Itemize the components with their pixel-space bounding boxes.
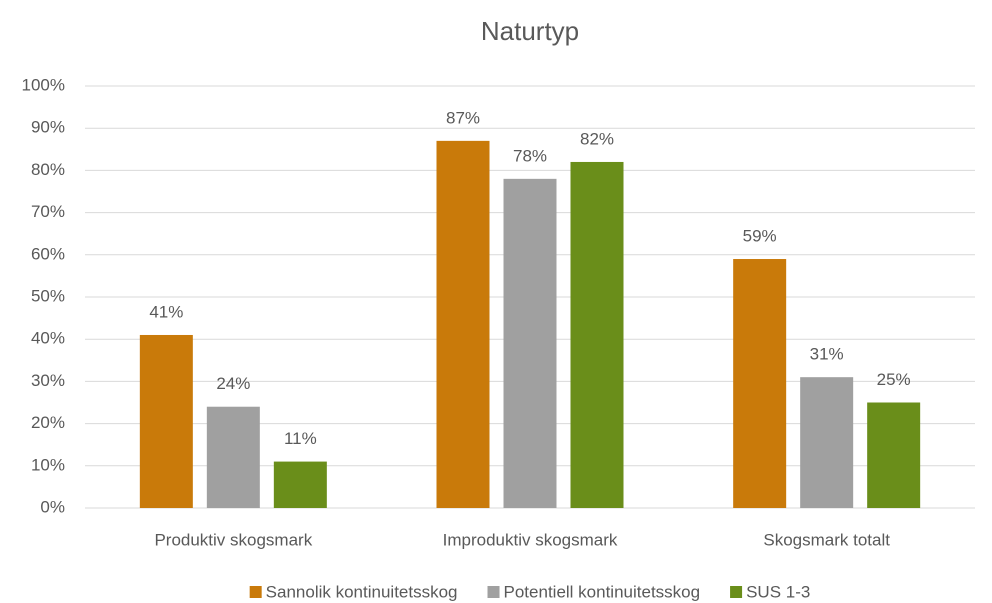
y-tick-label: 70% [31,202,65,221]
bar [570,161,624,508]
y-tick-label: 10% [31,455,65,474]
bar [139,334,193,508]
data-label: 25% [877,370,911,389]
bar [733,259,787,508]
data-label: 24% [216,374,250,393]
x-tick-label: Improduktiv skogsmark [443,530,618,549]
chart-title: Naturtyp [481,16,579,46]
bar [436,140,490,509]
y-tick-label: 0% [40,497,65,516]
y-tick-label: 60% [31,244,65,263]
data-label: 41% [149,302,183,321]
bar [273,461,327,508]
y-tick-label: 30% [31,371,65,390]
x-tick-label: Skogsmark totalt [763,530,890,549]
x-tick-label: Produktiv skogsmark [154,530,312,549]
legend-swatch [487,586,500,598]
legend-label: Sannolik kontinuitetsskog [266,582,458,601]
y-tick-label: 50% [31,286,65,305]
y-tick-label: 40% [31,329,65,348]
data-label: 87% [446,108,480,127]
bar [503,178,557,508]
bar [800,377,854,508]
legend-label: Potentiell kontinuitetsskog [504,582,701,601]
data-label: 11% [284,429,317,448]
y-tick-label: 90% [31,118,65,137]
data-label: 59% [743,227,777,246]
bar [206,406,260,508]
bar [867,402,921,508]
legend-swatch [249,586,262,598]
data-label: 78% [513,146,547,165]
legend-label: SUS 1-3 [746,582,810,601]
y-tick-label: 20% [31,413,65,432]
legend-swatch [730,586,743,598]
data-label: 31% [810,345,844,364]
y-tick-label: 80% [31,160,65,179]
y-tick-label: 100% [22,75,65,94]
data-label: 82% [580,129,614,148]
